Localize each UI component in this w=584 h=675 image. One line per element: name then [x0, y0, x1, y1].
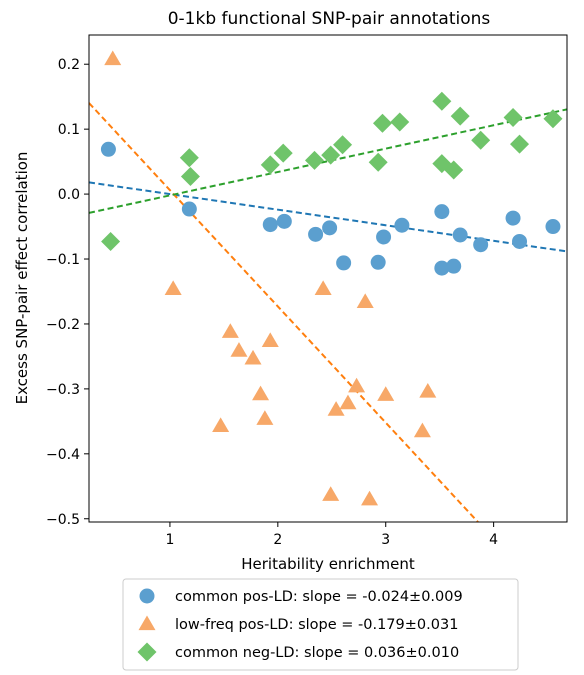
- data-point-circle: [322, 220, 338, 236]
- x-tick-label: 1: [165, 532, 174, 548]
- data-point-triangle: [164, 280, 182, 296]
- series-circle-points: [100, 141, 561, 276]
- data-point-triangle: [377, 386, 395, 401]
- y-tick-label: 0.0: [58, 187, 80, 203]
- data-point-diamond: [260, 155, 280, 175]
- data-point-circle: [545, 219, 561, 235]
- legend-marker-circle: [139, 588, 155, 604]
- y-axis: 0.2 0.1 0.0 −0.1 −0.2 −0.3 −0.4 −0.5: [46, 57, 89, 528]
- data-point-diamond: [372, 113, 392, 133]
- y-axis-label: Excess SNP-pair effect correlation: [13, 152, 31, 405]
- data-point-diamond: [432, 91, 452, 111]
- data-point-triangle: [261, 332, 279, 347]
- data-point-circle: [376, 229, 392, 245]
- data-point-diamond: [179, 148, 199, 168]
- data-point-triangle: [322, 486, 340, 501]
- data-point-diamond: [368, 152, 388, 172]
- y-tick-label: −0.2: [46, 317, 80, 333]
- data-point-diamond: [503, 107, 523, 127]
- trend-line-2: [89, 108, 567, 214]
- data-point-circle: [262, 217, 278, 233]
- chart-title: 0-1kb functional SNP-pair annotations: [168, 9, 491, 29]
- data-point-circle: [473, 237, 489, 253]
- y-tick-label: −0.4: [46, 447, 80, 463]
- legend: common pos-LD: slope = -0.024±0.009 low-f…: [122, 578, 519, 671]
- series-diamond-points: [101, 91, 563, 251]
- legend-marker-diamond: [137, 642, 157, 662]
- series-triangle-points: [104, 50, 437, 506]
- data-point-circle: [308, 226, 324, 242]
- data-point-circle: [336, 255, 352, 271]
- data-point-triangle: [212, 417, 230, 433]
- data-point-circle: [512, 233, 528, 249]
- data-point-triangle: [419, 382, 437, 398]
- x-tick-label: 3: [381, 532, 390, 548]
- data-point-diamond: [444, 160, 464, 180]
- y-tick-label: −0.1: [46, 252, 80, 268]
- data-point-triangle: [361, 490, 379, 506]
- y-tick-label: −0.5: [46, 512, 80, 528]
- data-point-triangle: [413, 422, 431, 438]
- data-point-triangle: [252, 385, 270, 401]
- data-point-diamond: [333, 135, 353, 155]
- y-tick-label: 0.1: [58, 122, 80, 138]
- data-point-diamond: [180, 167, 200, 187]
- data-point-diamond: [101, 231, 121, 251]
- legend-label: low-freq pos-LD: slope = -0.179±0.031: [175, 617, 458, 633]
- data-point-circle: [394, 217, 410, 233]
- trend-line-0: [89, 181, 567, 253]
- data-point-circle: [452, 227, 468, 243]
- data-point-diamond: [450, 106, 470, 126]
- data-point-circle: [370, 254, 386, 270]
- data-point-triangle: [339, 394, 357, 410]
- plot-frame: [88, 34, 568, 523]
- data-point-triangle: [104, 50, 122, 66]
- data-point-triangle: [356, 293, 374, 308]
- legend-label: common pos-LD: slope = -0.024±0.009: [175, 589, 463, 605]
- data-point-diamond: [390, 112, 410, 132]
- data-point-diamond: [321, 145, 341, 165]
- data-point-triangle: [244, 349, 262, 365]
- data-point-diamond: [543, 109, 563, 129]
- data-point-triangle: [230, 342, 248, 357]
- legend-marker-triangle: [138, 615, 156, 631]
- data-point-circle: [181, 201, 197, 217]
- x-tick-label: 2: [273, 532, 282, 548]
- data-point-triangle: [314, 280, 332, 296]
- x-tick-label: 4: [489, 532, 498, 548]
- data-point-triangle: [348, 377, 366, 393]
- y-tick-label: −0.3: [46, 382, 80, 398]
- legend-label: common neg-LD: slope = 0.036±0.010: [175, 645, 459, 661]
- data-point-circle: [446, 258, 462, 274]
- data-point-diamond: [273, 143, 293, 163]
- data-point-circle: [276, 213, 292, 229]
- trend-line-1: [89, 102, 480, 522]
- data-point-circle: [434, 204, 450, 220]
- data-point-circle: [100, 141, 116, 157]
- data-point-circle: [505, 210, 521, 226]
- data-point-diamond: [471, 130, 491, 150]
- y-tick-label: 0.2: [58, 57, 80, 73]
- x-axis-label: Heritability enrichment: [241, 555, 415, 573]
- data-point-triangle: [221, 323, 239, 338]
- data-point-diamond: [510, 134, 530, 154]
- data-point-triangle: [256, 410, 274, 425]
- data-point-circle: [434, 260, 450, 276]
- legend-frame: [122, 578, 519, 671]
- x-axis: 1 2 3 4: [165, 522, 498, 548]
- data-point-diamond: [305, 150, 325, 170]
- data-point-triangle: [327, 401, 345, 416]
